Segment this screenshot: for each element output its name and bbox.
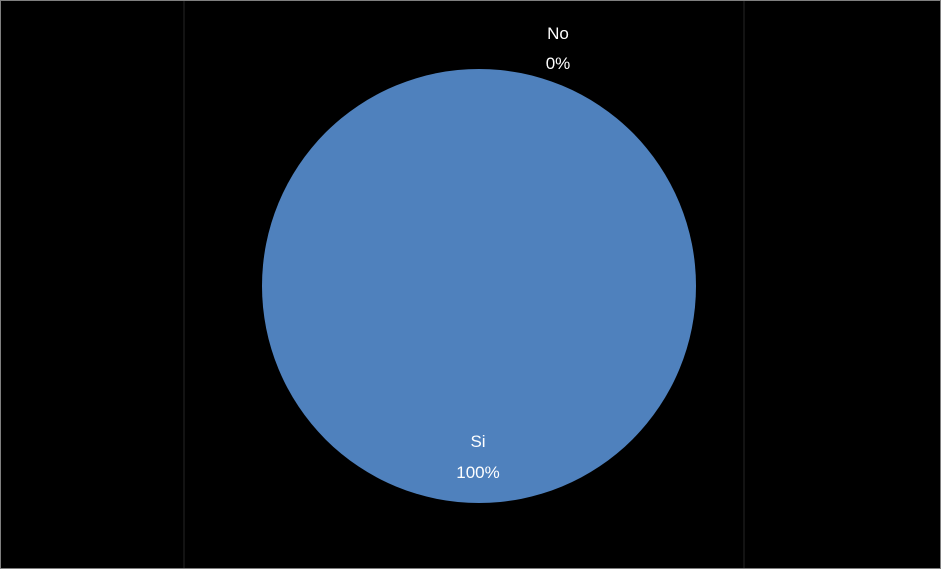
pie-slice-si <box>262 69 696 503</box>
pie-slices <box>262 69 696 503</box>
slice-label-si-percent: 100% <box>456 463 499 482</box>
slice-label-si-category: Si <box>470 432 485 451</box>
slice-label-no-category: No <box>547 24 569 43</box>
slice-label-no-percent: 0% <box>546 54 571 73</box>
